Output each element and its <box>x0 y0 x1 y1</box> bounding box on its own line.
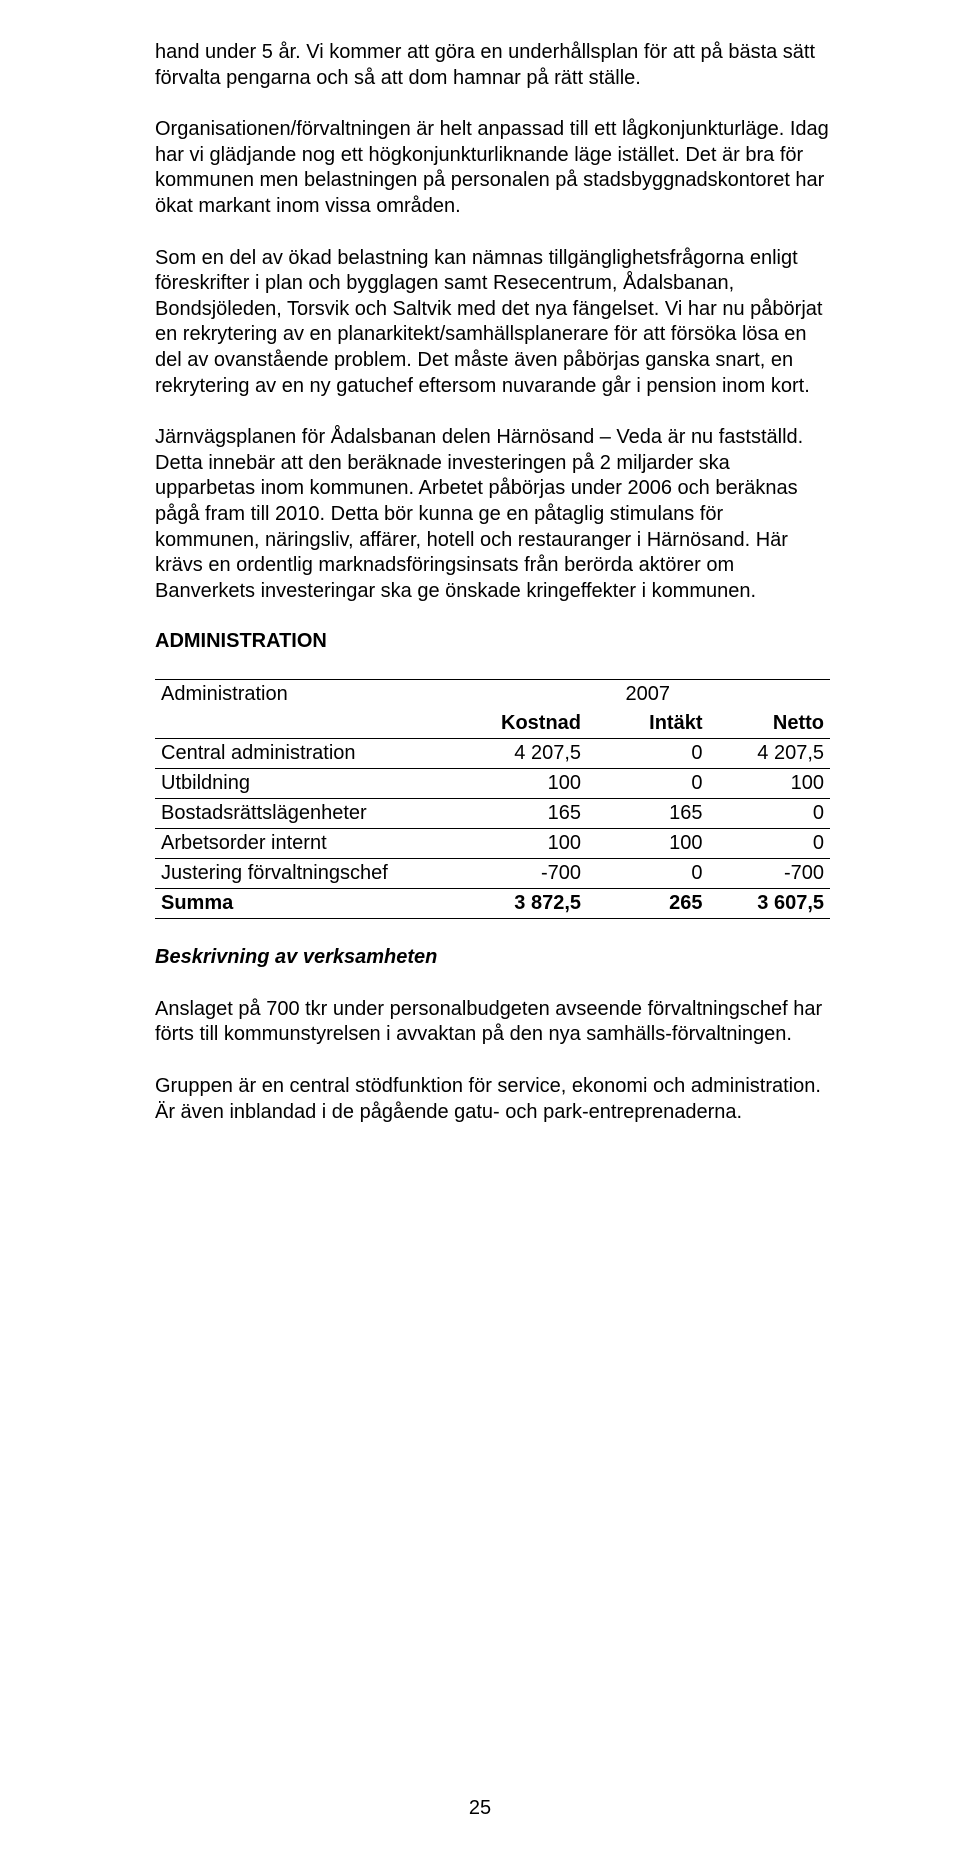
row-cost: 100 <box>466 829 588 859</box>
section-heading-administration: ADMINISTRATION <box>155 630 830 653</box>
table-row: Justering förvaltningschef -700 0 -700 <box>155 859 830 889</box>
row-cost: 4 207,5 <box>466 739 588 769</box>
paragraph-3: Som en del av ökad belastning kan nämnas… <box>155 246 830 400</box>
paragraph-5: Anslaget på 700 tkr under personalbudget… <box>155 997 830 1048</box>
row-label: Justering förvaltningschef <box>155 859 466 889</box>
sum-net: 3 607,5 <box>709 889 831 919</box>
row-income: 165 <box>587 799 709 829</box>
table-row: Utbildning 100 0 100 <box>155 769 830 799</box>
row-income: 100 <box>587 829 709 859</box>
row-label: Arbetsorder internt <box>155 829 466 859</box>
table-row: Bostadsrättslägenheter 165 165 0 <box>155 799 830 829</box>
row-net: 100 <box>709 769 831 799</box>
table-sum-row: Summa 3 872,5 265 3 607,5 <box>155 889 830 919</box>
document-page: hand under 5 år. Vi kommer att göra en u… <box>0 0 960 1850</box>
table-year: 2007 <box>587 680 709 710</box>
col-netto: Netto <box>709 709 831 739</box>
row-cost: 100 <box>466 769 588 799</box>
row-net: 0 <box>709 799 831 829</box>
sum-income: 265 <box>587 889 709 919</box>
row-net: 4 207,5 <box>709 739 831 769</box>
table-group-label: Administration <box>155 680 466 710</box>
budget-table: Administration 2007 Kostnad Intäkt Netto… <box>155 679 830 919</box>
sum-cost: 3 872,5 <box>466 889 588 919</box>
row-cost: -700 <box>466 859 588 889</box>
paragraph-1: hand under 5 år. Vi kommer att göra en u… <box>155 40 830 91</box>
row-net: -700 <box>709 859 831 889</box>
row-label: Bostadsrättslägenheter <box>155 799 466 829</box>
paragraph-2: Organisationen/förvaltningen är helt anp… <box>155 117 830 219</box>
row-label: Utbildning <box>155 769 466 799</box>
table-row: Central administration 4 207,5 0 4 207,5 <box>155 739 830 769</box>
table-header-row: Administration 2007 <box>155 680 830 710</box>
paragraph-4: Järnvägsplanen för Ådalsbanan delen Härn… <box>155 425 830 604</box>
paragraph-6: Gruppen är en central stödfunktion för s… <box>155 1074 830 1125</box>
row-income: 0 <box>587 859 709 889</box>
row-income: 0 <box>587 739 709 769</box>
subheading-beskrivning: Beskrivning av verksamheten <box>155 945 830 971</box>
row-net: 0 <box>709 829 831 859</box>
row-label: Central administration <box>155 739 466 769</box>
table-row: Arbetsorder internt 100 100 0 <box>155 829 830 859</box>
sum-label: Summa <box>155 889 466 919</box>
col-intakt: Intäkt <box>587 709 709 739</box>
col-kostnad: Kostnad <box>466 709 588 739</box>
table-column-header-row: Kostnad Intäkt Netto <box>155 709 830 739</box>
row-cost: 165 <box>466 799 588 829</box>
page-number: 25 <box>0 1797 960 1820</box>
row-income: 0 <box>587 769 709 799</box>
